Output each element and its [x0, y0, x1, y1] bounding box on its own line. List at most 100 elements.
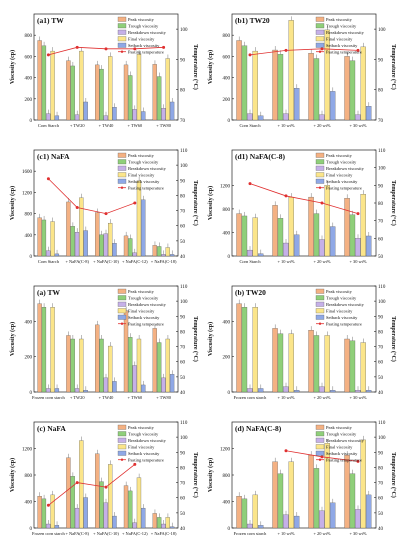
y2-tick-label: 60 — [180, 225, 186, 230]
temperature-point — [104, 212, 108, 216]
bar — [360, 439, 366, 529]
panel-label: (a1) TW — [37, 16, 64, 25]
y2-tick-label: 50 — [180, 240, 186, 245]
y2-tick-label: 50 — [180, 512, 186, 517]
x-tick-label: Corn Starch — [239, 123, 261, 128]
bar — [252, 307, 258, 393]
x-tick-label: Corn Starch — [38, 123, 60, 128]
bar — [54, 388, 60, 393]
legend-swatch — [315, 431, 325, 437]
y-tick-label: 200 — [223, 356, 231, 361]
legend-swatch — [315, 308, 325, 314]
bar — [236, 303, 242, 393]
y2-tick-label: 70 — [180, 119, 186, 124]
legend-swatch — [117, 159, 127, 165]
bar — [169, 101, 175, 121]
legend-label: Final viscosity — [128, 309, 155, 314]
y2-tick-label: 100 — [180, 28, 188, 33]
bar — [365, 106, 372, 121]
y2-axis-label: Temperature (°C) — [192, 44, 199, 90]
chart-panel: (a) TW 0 200 400 40 50 60 70 80 90 100 110 Viscosity… — [9, 285, 199, 400]
bar — [241, 215, 248, 257]
y2-tick-label: 40 — [378, 527, 384, 532]
x-tick-label: + 30 wt% — [349, 259, 366, 264]
temperature-line — [249, 48, 359, 56]
y-tick-label: 1200 — [220, 184, 231, 189]
bar — [152, 245, 157, 257]
legend-swatch — [315, 424, 325, 430]
x-tick-label: Corn Starch — [239, 259, 261, 264]
bar — [360, 46, 366, 121]
legend-marker — [120, 322, 124, 325]
bar — [161, 523, 166, 529]
bar — [241, 498, 248, 529]
temperature-point — [75, 45, 79, 49]
bar — [257, 525, 264, 529]
x-tick-label: + TW60 — [127, 395, 143, 400]
x-tick-label: + TW80 — [156, 395, 172, 400]
legend-label: Setback viscosity — [128, 315, 160, 320]
y2-tick-label: 70 — [378, 119, 384, 124]
bar — [236, 496, 242, 529]
bar — [128, 238, 133, 257]
bar — [103, 502, 109, 529]
bar — [313, 58, 320, 121]
x-tick-label: + TW80 — [156, 123, 172, 128]
y-tick-label: 400 — [223, 320, 231, 325]
panel-label: (c) NaFA — [37, 424, 66, 433]
bar — [365, 494, 372, 529]
y-tick-label: 800 — [223, 34, 231, 39]
bar — [156, 342, 162, 393]
y2-tick-label: 70 — [378, 482, 384, 487]
y2-tick-label: 100 — [378, 436, 386, 441]
bar — [247, 113, 253, 121]
y-tick-label: 0 — [30, 119, 33, 124]
y2-tick-label: 40 — [180, 255, 186, 260]
panel-label: (a) TW — [37, 288, 60, 297]
bar — [123, 64, 129, 121]
legend-label: Trough viscosity — [128, 160, 159, 165]
y2-tick-label: 70 — [180, 482, 186, 487]
legend-swatch — [117, 444, 127, 450]
temperature-point — [46, 503, 50, 507]
legend-label: Trough viscosity — [128, 432, 159, 437]
y-axis-label: Viscosity (cp) — [207, 186, 214, 220]
legend-marker — [120, 458, 124, 461]
legend-label: Trough viscosity — [326, 432, 357, 437]
legend-label: Peak viscosity — [326, 425, 353, 430]
bar — [169, 526, 175, 529]
bar — [329, 91, 336, 121]
temperature-point — [248, 53, 252, 57]
y2-axis-label: Temperature (°C) — [390, 316, 397, 362]
bar — [252, 494, 258, 529]
legend-label: Final viscosity — [326, 37, 353, 42]
legend-label: Pasting temperature — [326, 186, 362, 191]
bar — [283, 113, 289, 121]
bar — [277, 218, 284, 257]
bar — [252, 50, 258, 121]
y-tick-label: 0 — [228, 255, 231, 260]
bar — [161, 377, 166, 393]
legend-label: Setback viscosity — [326, 43, 358, 48]
y2-tick-label: 110 — [378, 285, 386, 290]
x-tick-label: + NaFA(C-8) — [65, 259, 89, 264]
bar — [161, 108, 166, 121]
y2-tick-label: 80 — [180, 194, 186, 199]
bar — [95, 324, 100, 393]
x-tick-label: Frozen corn starch — [234, 395, 267, 400]
bar — [319, 510, 325, 529]
y-tick-label: 1200 — [220, 448, 231, 453]
bar — [41, 219, 47, 257]
bar — [54, 525, 60, 529]
bar — [152, 513, 157, 529]
legend-label: Breakdown viscosity — [128, 166, 167, 171]
bar — [165, 338, 170, 393]
bar — [324, 335, 330, 393]
y2-axis-label: Temperature (°C) — [192, 180, 199, 226]
bar — [313, 468, 320, 529]
bar — [365, 235, 372, 257]
bar — [83, 230, 88, 257]
y-tick-label: 200 — [223, 98, 231, 103]
legend-swatch — [117, 288, 127, 294]
bar — [344, 338, 350, 393]
